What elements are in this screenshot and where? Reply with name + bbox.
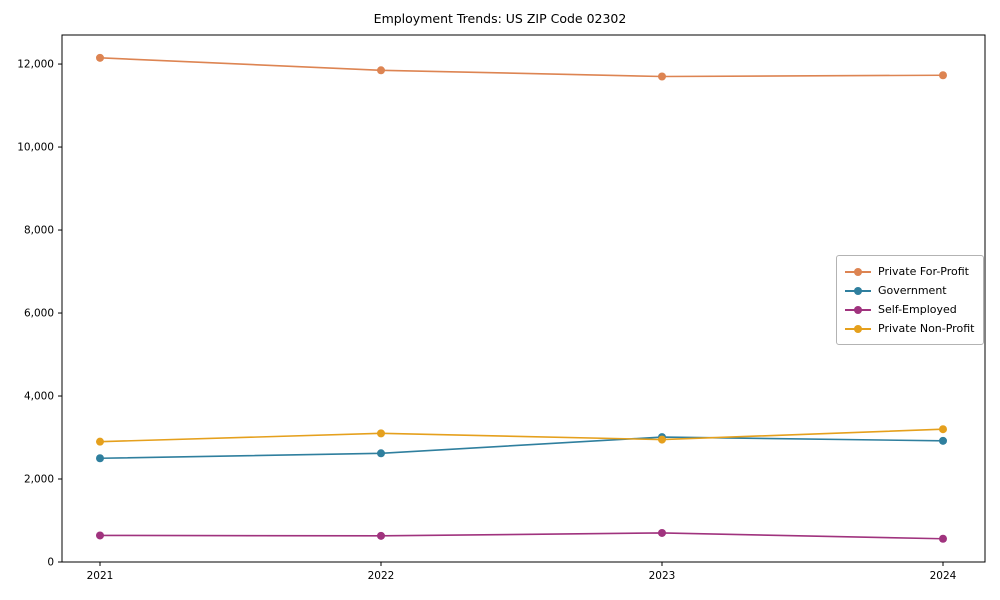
legend-marker-line-dot-icon (845, 323, 871, 335)
y-tick-label: 0 (47, 557, 54, 569)
series-1-marker (939, 436, 947, 445)
y-tick-label: 10,000 (17, 142, 54, 154)
series-line-3 (99, 428, 944, 443)
series-0-marker (939, 71, 947, 80)
series-0-marker (658, 72, 666, 81)
series-line-2 (99, 532, 944, 540)
x-tick-label: 2023 (649, 570, 676, 582)
x-tick-label: 2022 (368, 570, 395, 582)
series-0-marker (377, 66, 385, 75)
series-line-0 (99, 57, 944, 78)
y-tick-label: 12,000 (17, 59, 54, 71)
series-3-marker (939, 425, 947, 434)
series-1-marker (377, 449, 385, 458)
series-3-marker (377, 429, 385, 438)
series-3-marker (96, 437, 104, 446)
legend-label: Private Non-Profit (878, 322, 975, 335)
legend-item: Government (845, 281, 975, 300)
legend-item: Private Non-Profit (845, 319, 975, 338)
legend-item: Self-Employed (845, 300, 975, 319)
series-0-marker (96, 53, 104, 62)
legend-label: Self-Employed (878, 303, 957, 316)
x-tick-label: 2024 (930, 570, 957, 582)
series-line-1 (99, 436, 944, 460)
chart-title: Employment Trends: US ZIP Code 02302 (373, 11, 627, 26)
legend-item: Private For-Profit (845, 262, 975, 281)
y-tick-label: 8,000 (24, 225, 54, 237)
series-2-marker (96, 531, 104, 540)
legend-label: Private For-Profit (878, 265, 969, 278)
series-3-marker (658, 435, 666, 444)
series-2-marker (939, 534, 947, 543)
legend-marker-line-dot-icon (845, 266, 871, 278)
series-1-marker (96, 454, 104, 463)
legend: Private For-Profit Government Self-Emplo… (836, 255, 984, 345)
x-tick-label: 2021 (87, 570, 114, 582)
legend-label: Government (878, 284, 947, 297)
plot-border (61, 34, 986, 563)
series-2-marker (658, 528, 666, 537)
y-tick-label: 2,000 (24, 474, 54, 486)
y-tick-label: 6,000 (24, 308, 54, 320)
series-2-marker (377, 531, 385, 540)
legend-marker-line-dot-icon (845, 285, 871, 297)
legend-marker-line-dot-icon (845, 304, 871, 316)
y-tick-label: 4,000 (24, 391, 54, 403)
